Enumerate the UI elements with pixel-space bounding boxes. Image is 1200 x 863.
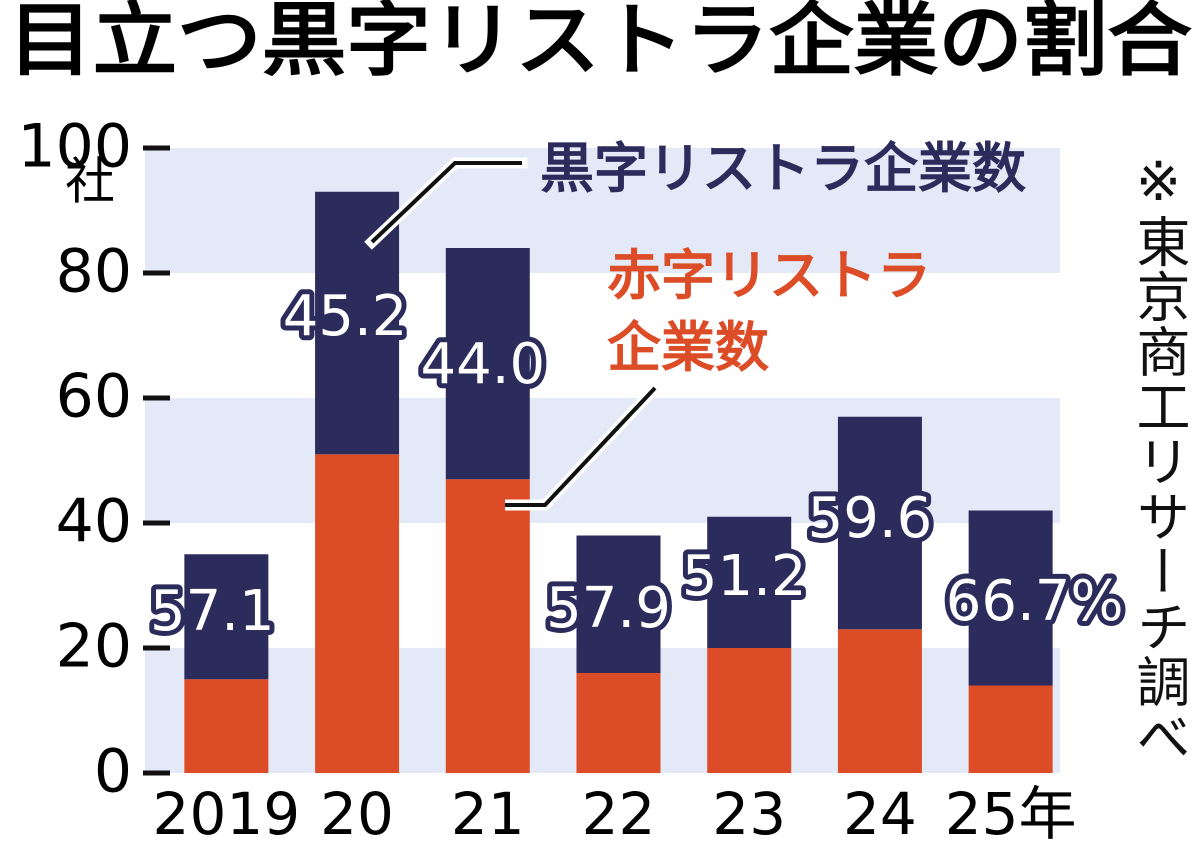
share-label: 44.0 [420,332,545,397]
leader-line [505,386,657,507]
x-tick-label: 20 [320,780,394,848]
chart-title: 目立つ黒字リストラ企業の割合 [8,0,1192,87]
share-label: 45.2 [283,284,408,349]
y-tick-label: 20 [56,612,132,682]
bar-segment [707,516,792,648]
bar-segment [576,673,661,773]
x-tick-label: 23 [712,780,786,848]
y-tick-label: 100 [17,112,132,182]
share-label: 66.7% [946,569,1124,634]
x-tick-label: 2019 [153,780,301,848]
y-tick-label: 80 [56,237,132,307]
bar-segment [184,554,269,680]
bar-segment [968,685,1053,773]
x-tick-label: 22 [582,780,656,848]
bar-segment [968,510,1053,686]
bar-segment [445,248,530,480]
share-label: 59.6 [808,486,933,551]
bar-segment [837,416,922,630]
y-tick-label: 0 [94,737,132,807]
x-tick-label: 25年 [945,780,1077,848]
x-tick-label: 24 [843,780,917,848]
bar-segment [184,679,269,773]
x-tick-label: 21 [451,780,525,848]
y-unit: 社 [65,153,115,211]
share-label: 57.9 [546,576,671,641]
bar-segment [837,629,922,773]
legend-label: 黒字リストラ企業数 [540,137,1026,200]
share-label: 51.2 [682,544,807,609]
share-label: 57.1 [150,579,275,644]
background-band [145,148,1060,273]
bar-segment [576,535,661,673]
leader-line [370,161,522,244]
bar-segment [445,479,530,773]
y-tick-label: 60 [56,362,132,432]
y-tick-label: 40 [56,487,132,557]
bar-segment [707,648,792,773]
legend-label: 赤字リストラ企業数 [607,244,931,379]
source-note: ※東京商工リサーチ調べ [1127,150,1190,764]
bar-segment [315,454,400,773]
